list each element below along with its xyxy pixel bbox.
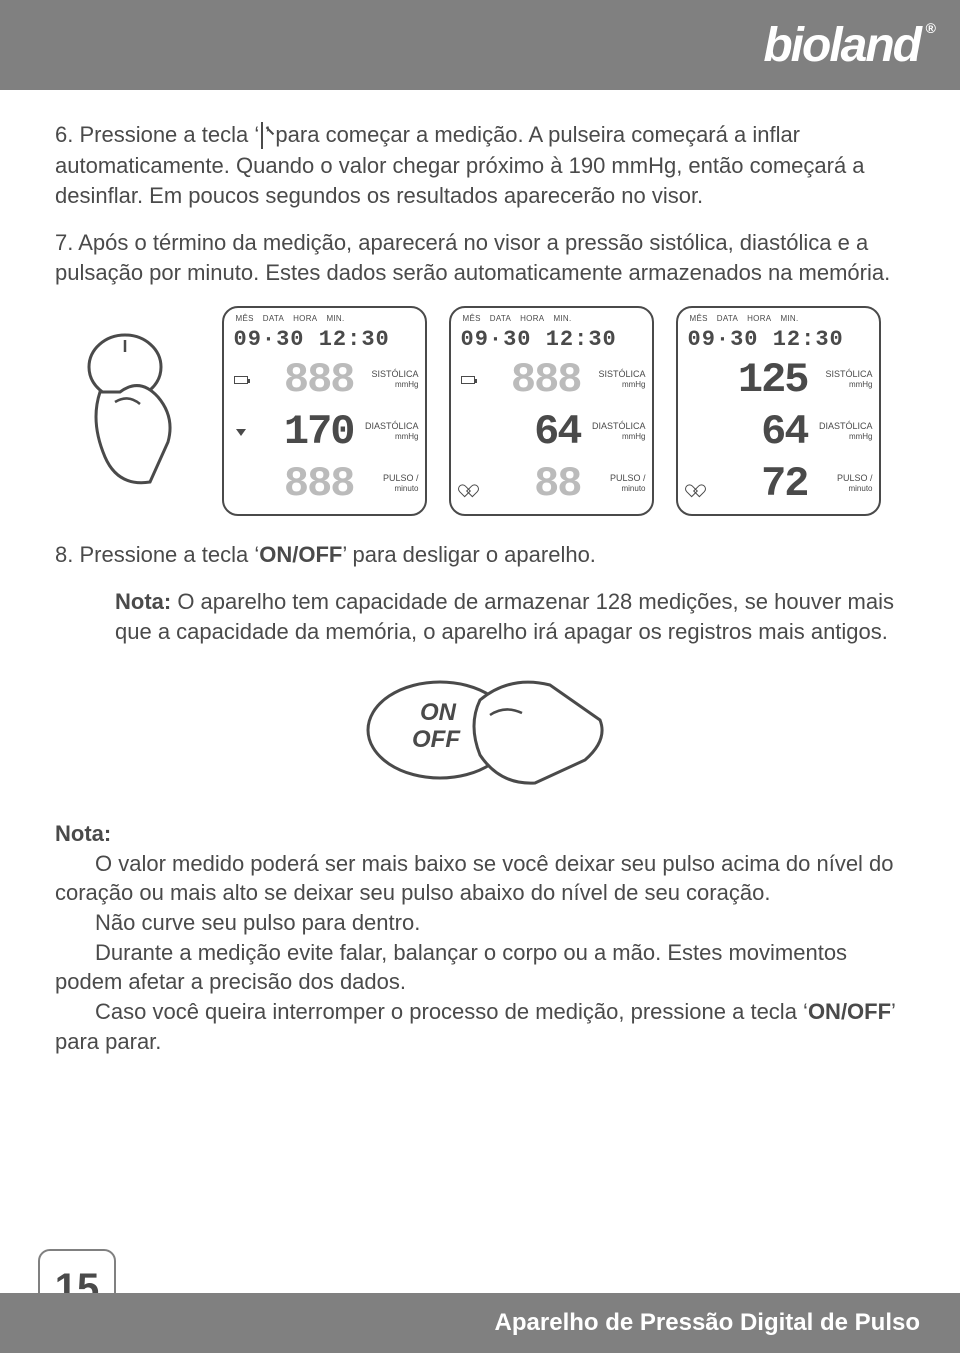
heart-icon: [689, 478, 701, 490]
note-2-p3: Durante a medição evite falar, balançar …: [55, 938, 905, 997]
arrow-down-icon: [236, 429, 246, 436]
step-6: 6. Pressione a tecla ‘’ para começar a m…: [55, 120, 905, 210]
footer-bar: Aparelho de Pressão Digital de Pulso: [0, 1293, 960, 1353]
finger-press-illustration: [80, 322, 200, 500]
note-1: Nota: O aparelho tem capacidade de armaz…: [55, 587, 905, 646]
onoff-button-illustration: ON OFF: [55, 665, 905, 795]
logo-text: bioland: [763, 19, 920, 72]
footer-title: Aparelho de Pressão Digital de Pulso: [495, 1309, 920, 1337]
on-label: ON: [420, 699, 457, 726]
step-7: 7. Após o término da medição, aparecerá …: [55, 228, 905, 287]
header-bar: bioland ®: [0, 0, 960, 90]
battery-icon: [461, 376, 475, 384]
off-label: OFF: [412, 726, 461, 753]
step-8: 8. Pressione a tecla ‘ON/OFF’ para desli…: [55, 540, 905, 570]
page-content: 6. Pressione a tecla ‘’ para começar a m…: [0, 90, 960, 1056]
note-2-p2: Não curve seu pulso para dentro.: [55, 908, 905, 938]
lcd-screen-3: MÊS DATA HORA MIN. 09·30 12:30 125 SISTÓ…: [676, 306, 881, 516]
lcd-screen-2: MÊS DATA HORA MIN. 09·30 12:30 888 SISTÓ…: [449, 306, 654, 516]
diamond-power-icon: [261, 121, 263, 151]
lcd-displays-row: MÊS DATA HORA MIN. 09·30 12:30 888 SISTÓ…: [55, 306, 905, 516]
heart-icon: [462, 478, 474, 490]
brand-logo: bioland®: [763, 18, 920, 73]
note-2-heading: Nota:: [55, 819, 905, 849]
lcd-screen-1: MÊS DATA HORA MIN. 09·30 12:30 888 SISTÓ…: [222, 306, 427, 516]
battery-icon: [234, 376, 248, 384]
note-2-p1: O valor medido poderá ser mais baixo se …: [55, 849, 905, 908]
note-2-p4: Caso você queira interromper o processo …: [55, 997, 905, 1056]
registered-icon: ®: [926, 20, 934, 36]
